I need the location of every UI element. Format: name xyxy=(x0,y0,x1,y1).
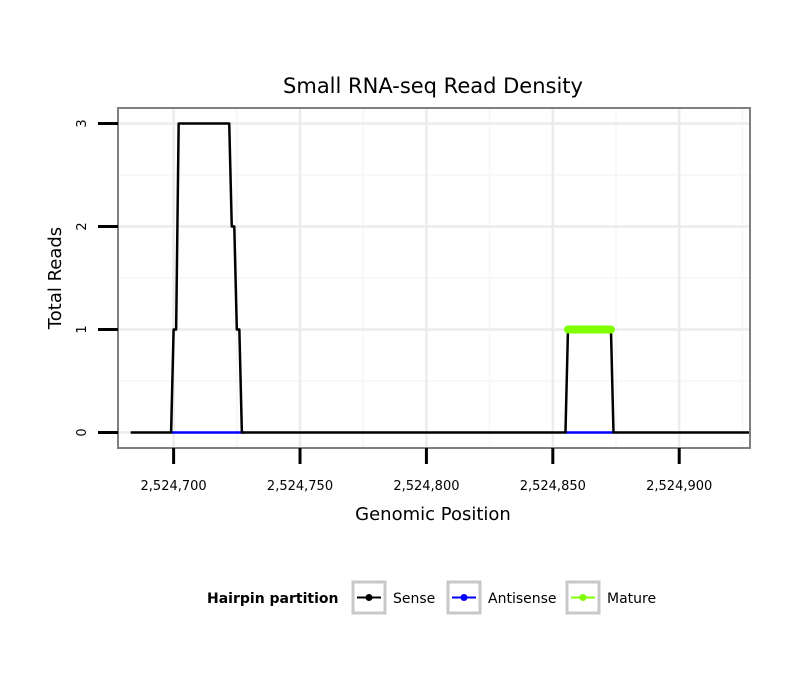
legend-key-dot xyxy=(365,594,373,601)
y-tick-label: 2 xyxy=(75,222,90,230)
legend-item-antisense: Antisense xyxy=(446,580,557,615)
legend-key-dot xyxy=(460,594,468,601)
x-axis-title: Genomic Position xyxy=(355,504,511,525)
x-tick-label: 2,524,850 xyxy=(520,479,586,494)
chart-title: Small RNA-seq Read Density xyxy=(283,74,583,98)
legend-label: Sense xyxy=(393,591,435,607)
y-tick-label: 1 xyxy=(75,325,90,333)
x-tick-label: 2,524,700 xyxy=(141,479,207,494)
x-tick-label: 2,524,900 xyxy=(646,479,712,494)
legend-key-dot xyxy=(579,594,587,601)
legend-label: Mature xyxy=(607,591,656,607)
x-tick-label: 2,524,750 xyxy=(267,479,333,494)
y-tick-label: 3 xyxy=(75,119,90,127)
legend: Hairpin partition Sense Antisense Mature xyxy=(207,580,656,615)
y-tick-label: 0 xyxy=(75,428,90,436)
y-axis-title: Total Reads xyxy=(45,227,66,330)
x-tick-label: 2,524,800 xyxy=(393,479,459,494)
plot-border xyxy=(117,107,751,449)
legend-item-mature: Mature xyxy=(565,580,656,615)
series-layer xyxy=(130,122,750,434)
x-axis-ticks: 2,524,700 2,524,750 2,524,800 2,524,850 2,52… xyxy=(141,448,712,494)
y-axis-ticks: 0 1 2 3 xyxy=(75,119,118,437)
legend-label: Antisense xyxy=(488,591,557,607)
legend-title: Hairpin partition xyxy=(207,591,338,607)
minor-gridlines xyxy=(118,108,750,448)
legend-item-sense: Sense xyxy=(351,580,435,615)
